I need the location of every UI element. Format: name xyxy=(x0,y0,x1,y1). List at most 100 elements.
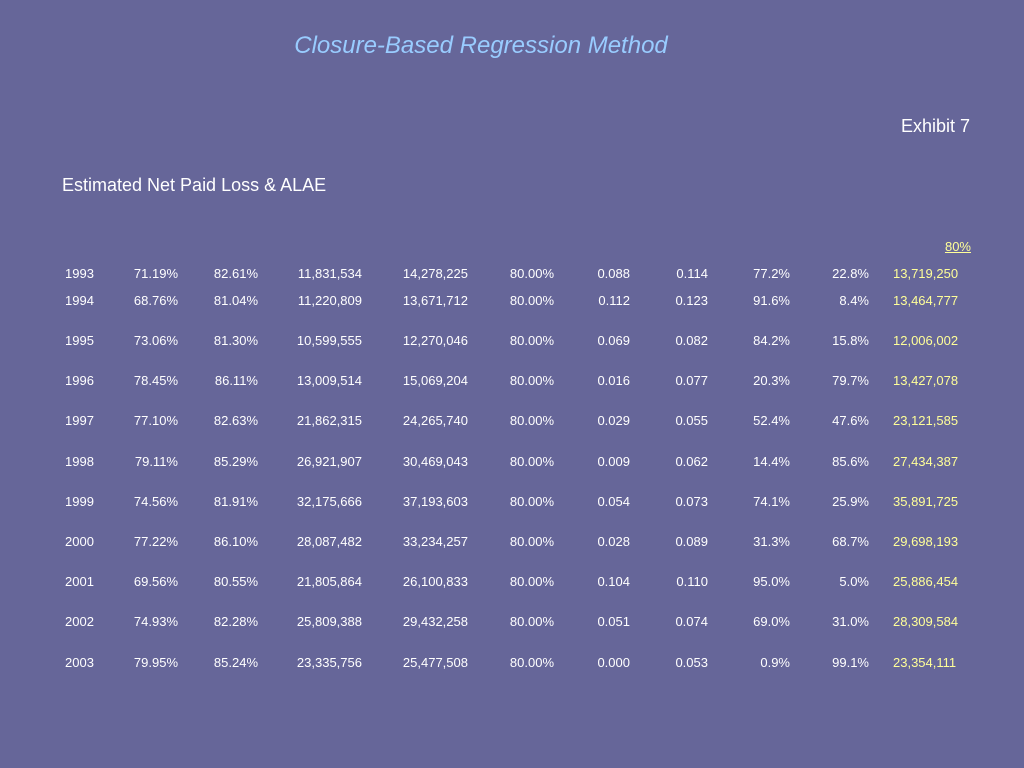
coef-b-cell: 0.074 xyxy=(675,614,708,629)
estimate-cell: 12,006,002 xyxy=(893,333,959,348)
ratio-b-cell: 81.30% xyxy=(213,333,258,348)
amount-b-cell: 13,671,712 xyxy=(402,293,468,308)
amount-b-cell: 25,477,508 xyxy=(402,655,468,670)
ratio-b-cell: 86.10% xyxy=(213,534,258,549)
amount-a-cell: 10,599,555 xyxy=(296,333,362,348)
ratio-b-cell: 85.24% xyxy=(213,655,258,670)
year-cell: 2002 xyxy=(65,614,94,629)
table-row: 1994 68.76% 81.04% 11,220,809 13,671,712 80.0… xyxy=(0,293,1024,309)
pct-cell: 80.00% xyxy=(509,333,554,348)
pct-cell: 80.00% xyxy=(509,454,554,469)
amount-b-cell: 14,278,225 xyxy=(402,266,468,281)
estimate-cell: 23,121,585 xyxy=(893,413,959,428)
amount-b-cell: 30,469,043 xyxy=(402,454,468,469)
weight-b-cell: 79.7% xyxy=(832,373,869,388)
ratio-a-cell: 77.22% xyxy=(133,534,178,549)
weight-a-cell: 14.4% xyxy=(753,454,790,469)
coef-a-cell: 0.088 xyxy=(597,266,630,281)
ratio-a-cell: 74.56% xyxy=(133,494,178,509)
year-cell: 1997 xyxy=(65,413,94,428)
ratio-a-cell: 78.45% xyxy=(133,373,178,388)
coef-a-cell: 0.112 xyxy=(598,293,630,308)
estimate-cell: 13,464,777 xyxy=(893,293,959,308)
amount-a-cell: 32,175,666 xyxy=(296,494,362,509)
ratio-a-cell: 74.93% xyxy=(133,614,178,629)
coef-a-cell: 0.000 xyxy=(597,655,630,670)
pct-cell: 80.00% xyxy=(509,614,554,629)
table-row: 1997 77.10% 82.63% 21,862,315 24,265,740 80.0… xyxy=(0,413,1024,429)
weight-a-cell: 91.6% xyxy=(753,293,790,308)
coef-b-cell: 0.123 xyxy=(675,293,708,308)
table-row: 1996 78.45% 86.11% 13,009,514 15,069,204 80.0… xyxy=(0,373,1024,389)
ratio-a-cell: 77.10% xyxy=(133,413,178,428)
coef-b-cell: 0.055 xyxy=(675,413,708,428)
coef-a-cell: 0.016 xyxy=(597,373,630,388)
pct-cell: 80.00% xyxy=(509,293,554,308)
coef-b-cell: 0.110 xyxy=(676,574,708,589)
table-row: 1993 71.19% 82.61% 11,831,534 14,278,225 80.0… xyxy=(0,266,1024,282)
ratio-a-cell: 79.11% xyxy=(134,454,178,469)
weight-b-cell: 68.7% xyxy=(832,534,869,549)
amount-a-cell: 21,805,864 xyxy=(296,574,362,589)
exhibit-label: Exhibit 7 xyxy=(900,116,970,136)
amount-b-cell: 15,069,204 xyxy=(402,373,468,388)
estimate-cell: 29,698,193 xyxy=(893,534,959,549)
ratio-a-cell: 73.06% xyxy=(133,333,178,348)
ratio-b-cell: 80.55% xyxy=(213,574,258,589)
year-cell: 1999 xyxy=(65,494,94,509)
pct-cell: 80.00% xyxy=(509,655,554,670)
amount-a-cell: 21,862,315 xyxy=(296,413,362,428)
table-row: 2000 77.22% 86.10% 28,087,482 33,234,257 80.0… xyxy=(0,534,1024,550)
estimate-cell: 13,427,078 xyxy=(893,373,959,388)
weight-a-cell: 69.0% xyxy=(753,614,790,629)
weight-a-cell: 77.2% xyxy=(753,266,790,281)
year-cell: 1993 xyxy=(65,266,94,281)
ratio-b-cell: 82.28% xyxy=(213,614,258,629)
weight-a-cell: 0.9% xyxy=(760,655,790,670)
year-cell: 1995 xyxy=(65,333,94,348)
table-row: 1999 74.56% 81.91% 32,175,666 37,193,603 80.0… xyxy=(0,494,1024,510)
amount-b-cell: 33,234,257 xyxy=(402,534,468,549)
pct-cell: 80.00% xyxy=(509,534,554,549)
pct-cell: 80.00% xyxy=(509,494,554,509)
amount-b-cell: 26,100,833 xyxy=(402,574,468,589)
estimate-cell: 27,434,387 xyxy=(893,454,959,469)
ratio-b-cell: 85.29% xyxy=(213,454,258,469)
weight-a-cell: 20.3% xyxy=(753,373,790,388)
estimate-cell: 25,886,454 xyxy=(893,574,959,589)
amount-a-cell: 25,809,388 xyxy=(296,614,362,629)
weight-a-cell: 95.0% xyxy=(753,574,790,589)
coef-b-cell: 0.077 xyxy=(675,373,708,388)
year-cell: 2003 xyxy=(65,655,94,670)
weight-a-cell: 84.2% xyxy=(753,333,790,348)
ratio-a-cell: 69.56% xyxy=(133,574,178,589)
year-cell: 2001 xyxy=(65,574,94,589)
coef-b-cell: 0.114 xyxy=(676,266,708,281)
weight-b-cell: 25.9% xyxy=(832,494,869,509)
column-header-80pct: 80% xyxy=(944,239,971,254)
coef-b-cell: 0.073 xyxy=(675,494,708,509)
table-row: 2002 74.93% 82.28% 25,809,388 29,432,258 80.0… xyxy=(0,614,1024,630)
ratio-b-cell: 81.04% xyxy=(213,293,258,308)
pct-cell: 80.00% xyxy=(509,373,554,388)
amount-a-cell: 13,009,514 xyxy=(296,373,362,388)
estimate-cell: 35,891,725 xyxy=(893,494,959,509)
pct-cell: 80.00% xyxy=(509,574,554,589)
weight-a-cell: 52.4% xyxy=(753,413,790,428)
weight-b-cell: 22.8% xyxy=(832,266,869,281)
coef-a-cell: 0.028 xyxy=(597,534,630,549)
coef-a-cell: 0.051 xyxy=(597,614,630,629)
estimate-cell: 23,354,111 xyxy=(893,655,957,670)
table-row: 2003 79.95% 85.24% 23,335,756 25,477,508 80.0… xyxy=(0,655,1024,671)
weight-a-cell: 31.3% xyxy=(753,534,790,549)
weight-b-cell: 85.6% xyxy=(832,454,869,469)
amount-a-cell: 23,335,756 xyxy=(296,655,362,670)
ratio-b-cell: 86.11% xyxy=(214,373,258,388)
year-cell: 1998 xyxy=(65,454,94,469)
amount-b-cell: 24,265,740 xyxy=(402,413,468,428)
coef-a-cell: 0.009 xyxy=(597,454,630,469)
ratio-a-cell: 68.76% xyxy=(133,293,178,308)
weight-a-cell: 74.1% xyxy=(753,494,790,509)
weight-b-cell: 8.4% xyxy=(839,293,869,308)
ratio-b-cell: 81.91% xyxy=(213,494,258,509)
